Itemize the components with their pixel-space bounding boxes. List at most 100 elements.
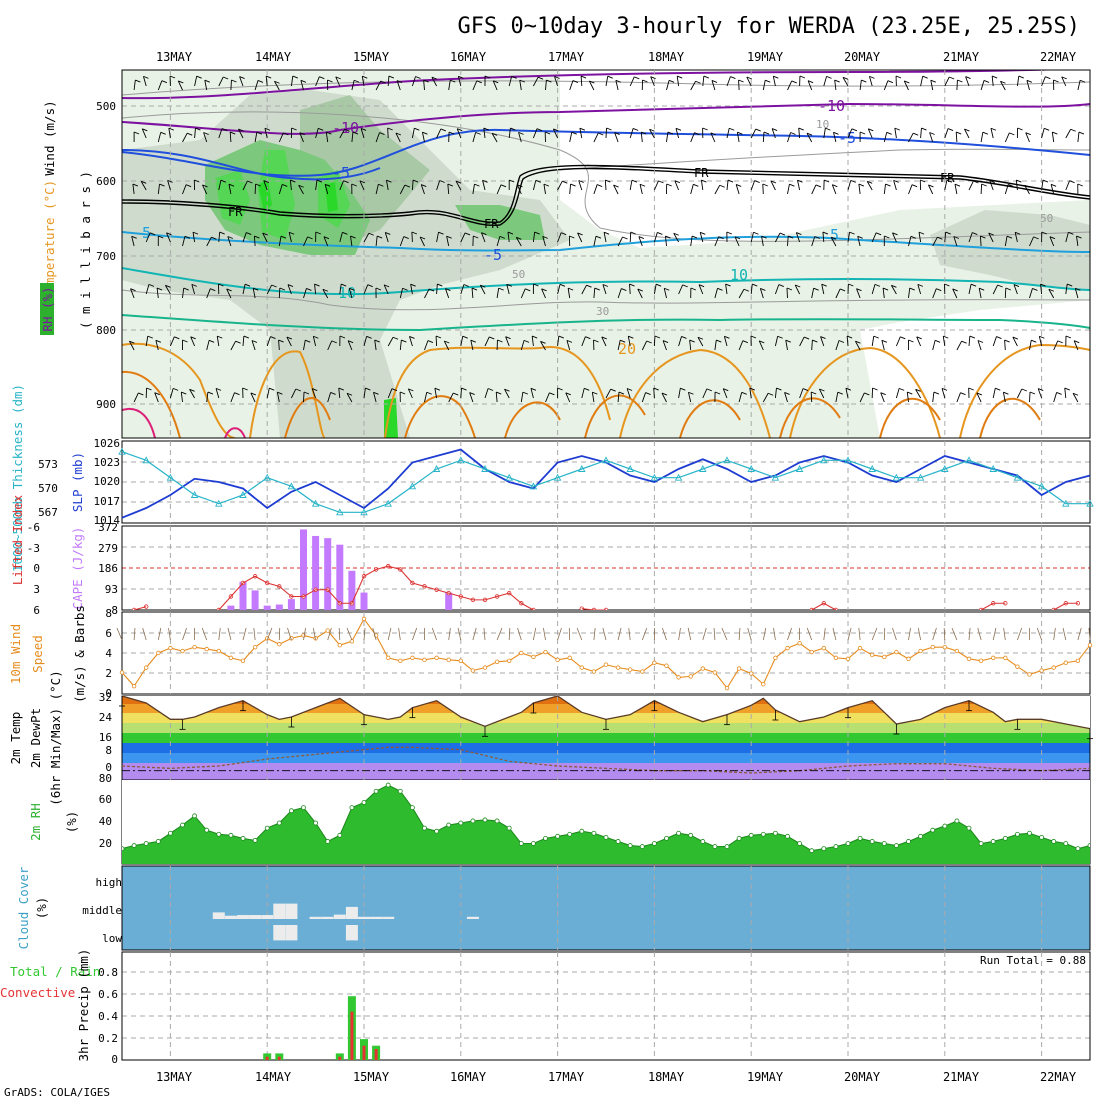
wind-barb: [168, 128, 171, 139]
rh-point: [325, 839, 331, 844]
wind-barb: [189, 389, 195, 399]
temp2m-title-a: 2m Temp: [8, 712, 23, 765]
wind-barb-flag: [412, 179, 419, 183]
wind-barb-flag: [1049, 236, 1056, 240]
wind-barb: [495, 391, 498, 403]
wind-barb: [823, 128, 826, 139]
wind-barb: [980, 132, 984, 143]
wind-speed-point: [591, 669, 597, 674]
wind-barb-flag: [274, 80, 280, 84]
wind-barb-flag: [210, 288, 216, 292]
wind-speed-point: [386, 655, 391, 661]
wind-barb-10m: [508, 627, 511, 641]
li-tick: -6: [27, 521, 40, 534]
wind-barb-flag: [913, 132, 919, 136]
precip-convective-bar: [350, 1011, 354, 1060]
wind-barb-flag: [1078, 131, 1085, 135]
rh-point: [470, 818, 476, 824]
wind-barb: [689, 340, 692, 351]
wind-barb: [540, 341, 546, 351]
wind-barb: [299, 132, 304, 143]
wind-barb-10m: [871, 627, 878, 641]
wind-barb: [700, 180, 704, 191]
wind-barb: [250, 392, 256, 403]
wind-barb: [593, 287, 596, 299]
wind-barb-flag: [823, 179, 830, 183]
wind-barb: [979, 235, 982, 247]
wind-barb: [470, 340, 474, 351]
wind-barb-flag: [506, 283, 512, 287]
thickness-point: [1013, 473, 1022, 481]
wind-barb-flag: [858, 183, 865, 187]
wind-barb: [944, 76, 950, 87]
wind-barb-flag: [291, 127, 297, 131]
wind-barb: [1016, 388, 1023, 399]
wind-barb: [218, 76, 224, 87]
wind-barb-flag: [1018, 75, 1024, 79]
slp-tick: 1017: [94, 495, 121, 508]
wind-barb-flag: [399, 391, 406, 395]
cloud-middle-bar: [224, 915, 237, 919]
wind-barb-flag: [238, 128, 244, 132]
wind-speed-point: [482, 665, 488, 670]
wind-speed-point: [1003, 655, 1008, 661]
wind-barb-flag: [734, 236, 741, 240]
wind-barb-flag: [695, 80, 701, 84]
ytick-label: 800: [96, 324, 116, 337]
wind-barb: [893, 180, 897, 191]
wind-barb: [811, 288, 815, 299]
wind-barb: [436, 128, 442, 139]
wind-barb-flag: [387, 127, 393, 131]
precip-title-b: Convective: [0, 985, 75, 1000]
wind-speed-point: [1015, 664, 1020, 669]
wind-barb: [859, 80, 862, 91]
wind-speed-point: [277, 642, 282, 647]
wind-barb: [714, 185, 721, 195]
wind-barb-flag: [158, 235, 164, 239]
wind-speed-point: [628, 667, 633, 672]
wind-barb-10m: [182, 627, 187, 641]
wind-barb: [867, 128, 873, 139]
wind-barb-10m: [773, 627, 776, 641]
wind-barb: [533, 76, 539, 87]
wind-barb-flag: [796, 232, 802, 235]
rh-point: [494, 818, 500, 824]
wind-barb: [420, 184, 425, 195]
wind-barb-flag: [725, 283, 731, 287]
wind-barb-flag: [1073, 340, 1080, 344]
wind-speed-point: [119, 670, 125, 675]
wind-barb: [311, 388, 317, 399]
wind-barb-10m: [483, 627, 486, 641]
wind-barb: [723, 336, 728, 347]
wind-barb: [678, 388, 681, 399]
wind-barb-flag: [421, 184, 427, 187]
rh-point: [240, 835, 246, 841]
wind-barb-flag: [457, 128, 463, 132]
wind-barb-flag: [469, 392, 475, 395]
wind-barb: [883, 184, 886, 195]
wind-barb-10m: [133, 627, 136, 641]
wind-barb: [504, 388, 510, 399]
wind-barb: [262, 232, 268, 243]
wind-barb-flag: [1067, 283, 1073, 287]
wind-barb: [141, 128, 147, 139]
wind-barb-10m: [678, 627, 681, 641]
cloud-middle-bar: [285, 903, 298, 919]
wind-barb-flag: [476, 80, 482, 84]
wind-barb-flag: [615, 79, 622, 83]
wind-barb-10m: [977, 627, 982, 641]
wind-barb-10m: [687, 627, 692, 641]
wind-barb-flag: [395, 132, 402, 136]
day-label-bottom: 21MAY: [943, 1070, 980, 1084]
wind-barb-10m: [387, 627, 392, 641]
wind-barb-flag: [711, 80, 718, 83]
thickness-point: [916, 473, 925, 481]
wind-barb: [928, 184, 934, 195]
rh2m-title-b: (%): [64, 811, 79, 834]
wind-barb: [395, 132, 401, 143]
wind-barb: [133, 392, 139, 403]
wind-barb: [315, 76, 320, 87]
wind-barb: [165, 285, 171, 295]
wind-barb-flag: [607, 75, 613, 79]
wind-barb-flag: [630, 231, 636, 235]
